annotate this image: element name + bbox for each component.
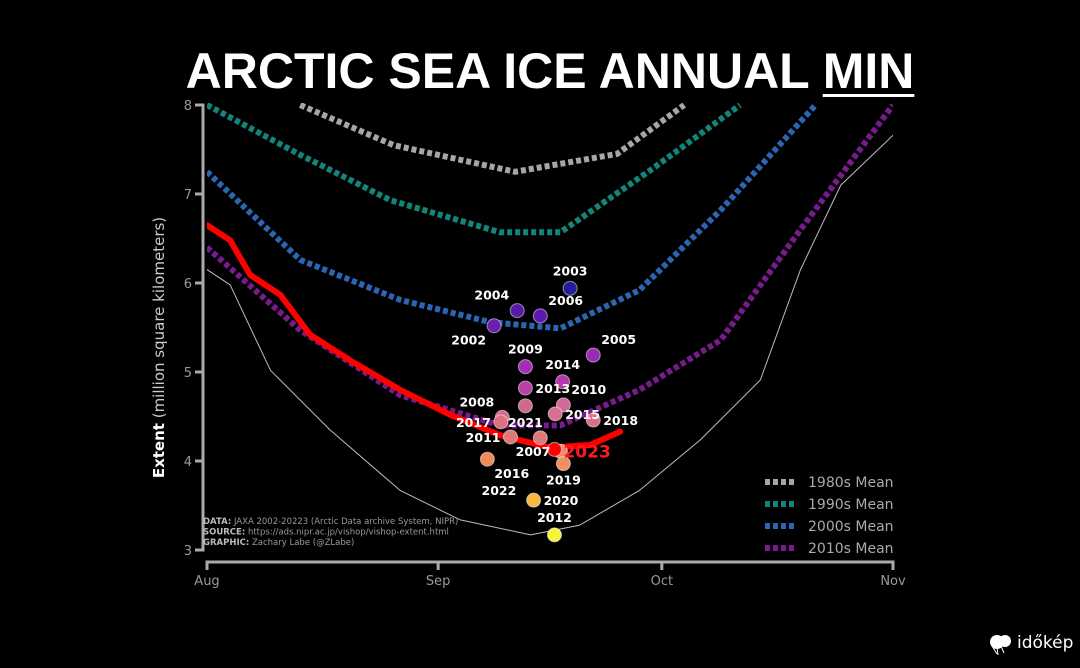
minimum-label-2003: 2003 [553,263,588,278]
y-tick-label: 7 [184,188,192,203]
minimum-point-2005 [585,347,601,363]
minimum-label-2015: 2015 [565,407,600,422]
source-annotation: DATA: JAXA 2002-20223 (Arctic Data archi… [203,517,458,527]
minimum-label-2010: 2010 [571,382,606,397]
minimum-point-2003 [562,280,578,296]
minimum-point-2012 [546,527,562,543]
idokep-logo: időkép [988,630,1073,656]
minimum-label-2014: 2014 [545,357,580,372]
annotation-bold: SOURCE: [203,528,245,538]
minimum-label-2012: 2012 [537,510,572,525]
minimum-label-2023: 2023 [563,442,610,462]
minimum-point-2015 [547,406,563,422]
minimum-point-2019 [555,456,571,472]
minimum-label-2018: 2018 [603,413,638,428]
annotation-text: https://ads.nipr.ac.jp/vishop/vishop-ext… [245,528,449,538]
y-label-rest: (million square kilometers) [150,217,168,423]
minimum-label-2021: 2021 [508,415,543,430]
minimum-point-2017 [493,414,509,430]
minimum-label-2017: 2017 [456,415,491,430]
chart-title: ARCTIC SEA ICE ANNUAL MIN [0,42,1080,100]
minimum-label-2022: 2022 [482,483,517,498]
minimum-label-2016: 2016 [494,466,529,481]
y-tick-label: 3 [184,544,192,559]
minimum-point-2011 [502,429,518,445]
x-tick-label: Sep [426,574,451,589]
minimum-label-2009: 2009 [508,342,543,357]
logo-text: időkép [1017,633,1074,653]
minimum-label-2005: 2005 [601,332,636,347]
legend-label: 2000s Mean [808,519,894,535]
legend-label: 1980s Mean [808,475,894,491]
x-tick-label: Nov [880,574,906,589]
minimum-label-2002: 2002 [451,333,486,348]
minimum-point-2023 [546,441,562,457]
series-1980s-mean [299,103,686,175]
minimum-point-2009 [517,359,533,375]
legend-label: 1990s Mean [808,497,894,513]
annotation-bold: DATA: [203,517,231,527]
minimum-point-2014 [555,374,571,390]
minimum-label-2006: 2006 [548,293,583,308]
minimum-label-2008: 2008 [459,394,494,409]
x-axis-line [205,560,895,570]
series-2000s-mean [207,103,818,332]
y-tick-label: 4 [184,455,192,470]
x-tick-label: Aug [194,574,219,589]
minimum-point-2002 [486,318,502,334]
series-1990s-mean [207,103,742,236]
x-tick-label: Oct [651,574,673,589]
minimum-point-2022 [532,430,548,446]
annotation-text: JAXA 2002-20223 (Arctic Data archive Sys… [231,517,458,527]
minimum-label-2007: 2007 [516,444,551,459]
series-group [207,103,893,536]
cloud-sun-icon [990,635,1011,656]
y-tick-label: 6 [184,277,192,292]
source-annotation: SOURCE: https://ads.nipr.ac.jp/vishop/vi… [203,528,449,538]
minimum-point-2020 [526,492,542,508]
minimum-point-2016 [479,451,495,467]
y-axis-label: Extent (million square kilometers) [150,217,168,478]
minimum-label-2020: 2020 [544,493,579,508]
title-underlined: MIN [822,43,915,99]
minimum-label-2013: 2013 [535,381,570,396]
annotation-bold: GRAPHIC: [203,538,249,548]
minimum-point-2006 [532,308,548,324]
minimum-point-2004 [509,303,525,319]
title-text: ARCTIC SEA ICE ANNUAL [185,43,823,99]
annotation-text: Zachary Labe (@ZLabe) [249,538,354,548]
minimum-point-2018 [585,412,601,428]
minimum-label-2004: 2004 [474,288,509,303]
minimum-label-2019: 2019 [546,473,581,488]
y-tick-label: 5 [184,366,192,381]
legend-label: 2010s Mean [808,541,894,557]
minimum-point-2013 [517,380,533,396]
minimum-label-2011: 2011 [466,430,501,445]
minimum-point-2021 [517,398,533,414]
y-axis-line [197,103,205,552]
y-tick-label: 8 [184,99,192,114]
y-label-bold: Extent [150,423,168,478]
source-annotation: GRAPHIC: Zachary Labe (@ZLabe) [203,538,354,548]
